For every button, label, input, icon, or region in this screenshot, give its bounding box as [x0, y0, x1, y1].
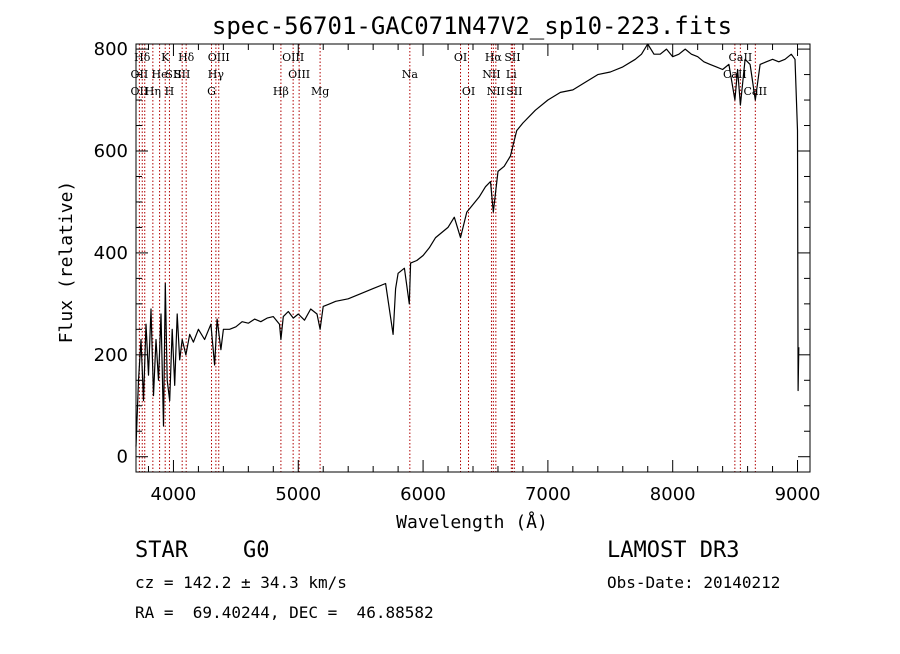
line-label: OIII	[288, 68, 310, 81]
y-tick-label: 600	[94, 141, 128, 162]
x-tick-label: 5000	[275, 484, 321, 505]
line-label: OIII	[208, 51, 230, 64]
spectral-line-markers	[138, 44, 756, 472]
line-label: Hα	[485, 51, 503, 64]
line-label: He	[152, 68, 168, 81]
line-label: CaII	[729, 51, 753, 64]
y-tick-label: 200	[94, 345, 128, 366]
line-label: Hγ	[208, 68, 225, 81]
line-label: Hβ	[273, 85, 289, 98]
line-label: OI	[454, 51, 467, 64]
line-label: Mg	[311, 85, 329, 98]
line-label: Hδ	[134, 51, 151, 64]
x-tick-label: 9000	[775, 484, 821, 505]
line-label: SII	[174, 68, 190, 81]
line-label: OII	[131, 85, 149, 98]
x-tick-label: 4000	[151, 484, 197, 505]
line-label: OIII	[282, 51, 304, 64]
spectrum-line	[135, 43, 800, 447]
survey-name: LAMOST DR3	[607, 538, 740, 563]
line-label: K	[161, 51, 170, 64]
y-tick-label: 0	[117, 447, 128, 468]
chart-title: spec-56701-GAC071N47V2_sp10-223.fits	[212, 12, 732, 40]
line-label: Hδ	[178, 51, 195, 64]
y-tick-label: 800	[94, 39, 128, 60]
object-subclass: G0	[243, 538, 270, 563]
y-axis-label: Flux (relative)	[56, 181, 77, 344]
line-label: Na	[402, 68, 419, 81]
y-axis: 0 200 400 600 800	[94, 39, 810, 468]
y-tick-label: 400	[94, 243, 128, 264]
line-label: H	[165, 85, 175, 98]
object-class: STAR	[135, 538, 188, 563]
line-label: NII	[487, 85, 505, 98]
line-label: SII	[506, 85, 522, 98]
spectrum-series	[135, 43, 800, 447]
line-label: SII	[165, 68, 181, 81]
line-label: Hη	[145, 85, 161, 98]
line-label: G	[207, 85, 216, 98]
plot-frame	[135, 43, 811, 473]
line-label: OI	[462, 85, 475, 98]
x-axis: 4000 5000 6000 7000 8000 9000	[147, 44, 821, 505]
line-label: CaII	[723, 68, 747, 81]
coordinates: RA = 69.40244, DEC = 46.88582	[135, 603, 434, 622]
redshift-velocity: cz = 142.2 ± 34.3 km/s	[135, 573, 347, 592]
x-tick-label: 7000	[525, 484, 571, 505]
line-label: Li	[506, 68, 517, 81]
line-label: NII	[482, 68, 500, 81]
x-axis-label: Wavelength (Å)	[396, 511, 548, 533]
line-label: SII	[504, 51, 520, 64]
x-tick-label: 6000	[400, 484, 446, 505]
line-label: CaII	[743, 85, 767, 98]
observation-date: Obs-Date: 20140212	[607, 573, 781, 592]
x-tick-label: 8000	[650, 484, 696, 505]
